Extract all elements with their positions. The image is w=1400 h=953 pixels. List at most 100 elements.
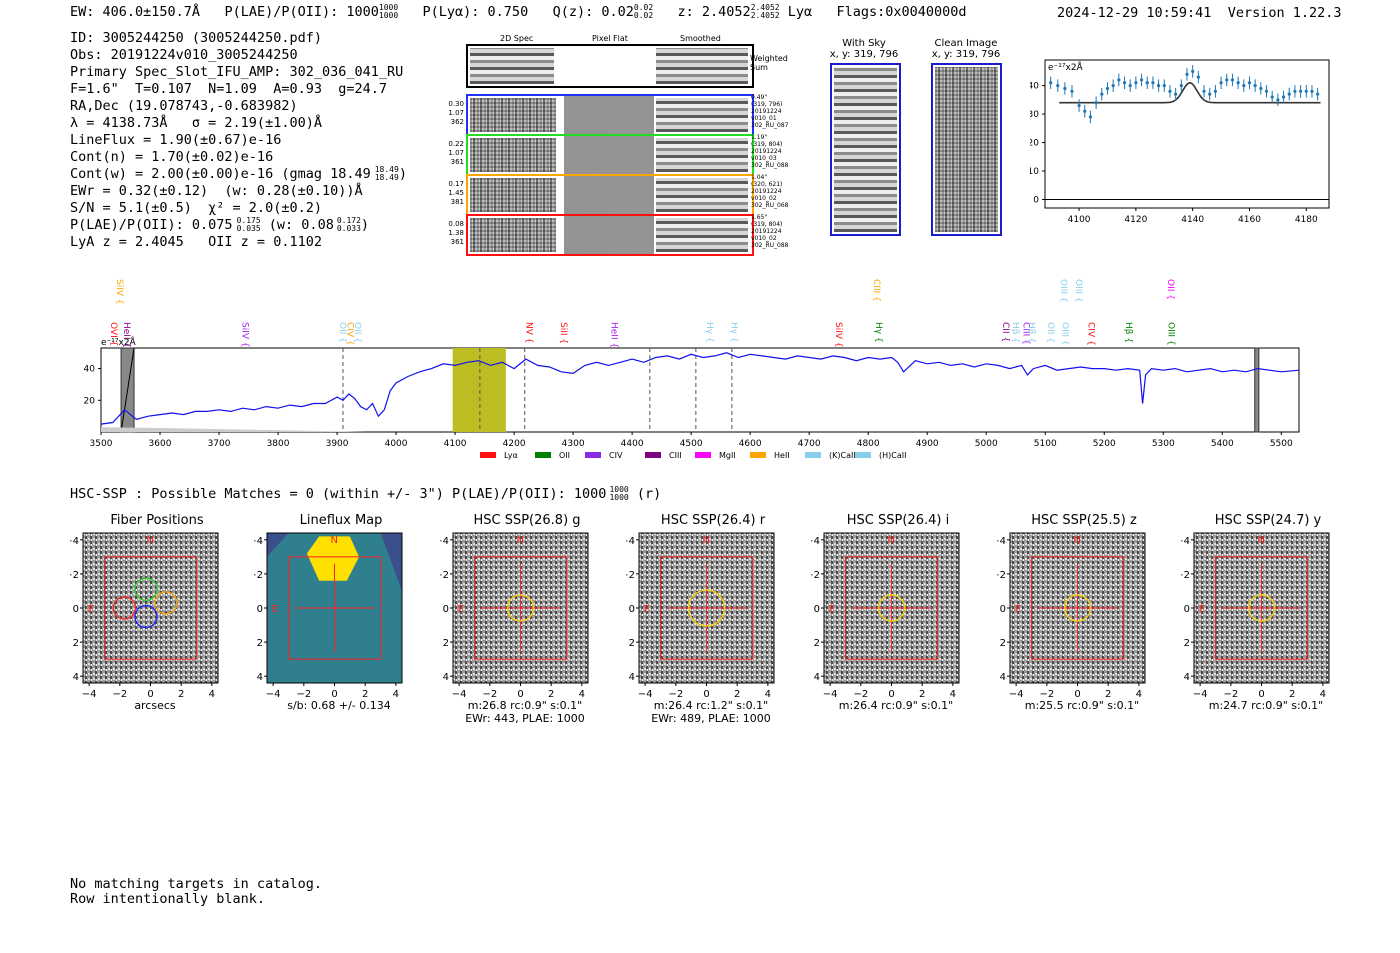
cutout-row-meta: 1.19" (319, 804) 20191224 v010_03 302_RU_088 — [751, 134, 796, 169]
spec-xtick-label: 5500 — [1270, 439, 1293, 449]
meta-value: 20191224 — [751, 148, 782, 155]
zoom-point — [1191, 69, 1195, 73]
cutout-row-stats: 0.22 1.07 361 — [444, 140, 464, 167]
cutout-row — [466, 134, 754, 176]
hsc-panel-caption: arcsecs — [134, 699, 176, 712]
zoom-point — [1117, 78, 1121, 82]
qz-lo: 0.02 — [633, 11, 654, 20]
north-label: N — [703, 535, 710, 546]
spec-xtick-label: 4800 — [857, 439, 880, 449]
legend-swatch — [585, 452, 601, 458]
hsc-panel: N E −4 −4 −2 −2 0 0 2 2 4 4 — [1181, 532, 1330, 700]
zoom-point — [1253, 84, 1257, 88]
line-label: SiIV { — [240, 322, 250, 348]
zoom-point — [1247, 81, 1252, 85]
hsc-xtick-label: 4 — [765, 689, 771, 700]
meta-value: (320, 621) — [751, 181, 783, 188]
info-obs: Obs: 20191224v010_3005244250 — [70, 47, 298, 63]
cutout-row — [466, 214, 754, 256]
zoom-units: e⁻¹⁷x2Å — [1048, 61, 1084, 73]
hsc-xtick-label: 0 — [888, 689, 894, 700]
hsc-panel: N E −4 −4 −2 −2 0 0 2 2 4 4 — [997, 532, 1146, 700]
hsc-ytick-label: −4 — [811, 536, 820, 547]
spec-xtick-label: 3700 — [208, 439, 231, 449]
hsc-xtick-label: 4 — [209, 689, 215, 700]
line-label: OIII { — [1073, 279, 1083, 303]
stat-value: 361 — [450, 158, 464, 166]
spec-xtick-label: 4400 — [621, 439, 644, 449]
zoom-point — [1063, 86, 1067, 91]
hsc-panel: N E −4 −4 −2 −2 0 0 2 2 4 4 — [811, 532, 960, 700]
line-label: OII { — [352, 322, 362, 343]
zoom-point — [1088, 115, 1093, 119]
gmag-hi: 18.49 — [374, 165, 399, 174]
hsc-ytick-label: 0 — [1184, 604, 1190, 615]
line-label: OIII { — [1058, 279, 1068, 303]
stat-value: 1.38 — [448, 229, 464, 237]
meta-value: 20191224 — [751, 228, 782, 235]
plae-lo: 1000 — [378, 11, 399, 20]
zoom-xtick-label: 4180 — [1295, 215, 1318, 225]
spec-xtick-label: 4200 — [503, 439, 526, 449]
hsc-xtick-label: 2 — [1105, 689, 1111, 700]
spec-ytick-label: 40 — [84, 365, 96, 375]
spec-xtick-label: 3600 — [149, 439, 172, 449]
hsc-panel-caption: m:26.4 rc:0.9" s:0.1" — [838, 699, 954, 712]
spectrum-gap-hatch — [120, 347, 135, 433]
hsc-ytick-label: −4 — [1181, 536, 1190, 547]
line-label: CIV { — [345, 322, 355, 346]
info-lineflux: LineFlux = 1.90(±0.67)e-16 — [70, 132, 282, 148]
hsc-xtick-label: −4 — [82, 689, 97, 700]
col-label-2dspec: 2D Spec — [500, 34, 534, 43]
east-label: E — [644, 604, 650, 615]
hsc-ytick-label: 2 — [814, 638, 820, 649]
zoom-point — [1264, 89, 1269, 93]
meta-value: 0.49" — [751, 94, 768, 101]
meta-value: (319, 804) — [751, 141, 783, 148]
zoom-point — [1151, 81, 1155, 85]
legend-label: MgII — [719, 451, 736, 460]
plae-sup-hi: 0.175 — [236, 216, 261, 225]
spec-xtick-label: 5100 — [1034, 439, 1057, 449]
info-plae: P(LAE)/P(OII): 0.075 0.175 0.035 (w: 0.08 0… — [70, 216, 370, 234]
spec-xtick-label: 3800 — [267, 439, 290, 449]
hsc-panels: Fiber Positions N E −4 −4 −2 −2 0 0 2 2 4 4 arcsecs Li… — [0, 510, 1400, 730]
zoom-point — [1077, 103, 1081, 108]
spectrum-frame — [100, 347, 1300, 433]
line-label: Hγ { — [728, 322, 738, 343]
spec-xtick-label: 4500 — [680, 439, 703, 449]
zoom-point — [1219, 81, 1223, 85]
aperture-circle — [877, 594, 906, 622]
stat-value: 362 — [450, 118, 464, 126]
ew-value: EW: 406.0±150.7Å — [70, 4, 201, 20]
hsc-hi: 1000 — [609, 485, 629, 494]
cutout-grid: 2D Spec Pixel Flat Smoothed Weighted Sum… — [440, 32, 790, 257]
legend-swatch — [480, 452, 496, 458]
zoom-point — [1157, 84, 1161, 88]
hsc-xtick-label: 4 — [1320, 689, 1326, 700]
east-label: E — [272, 604, 278, 615]
info-sn: S/N = 5.1(±0.5) χ² = 2.0(±0.2) — [70, 200, 322, 216]
cutout-row — [466, 174, 754, 216]
hsc-lo: 1000 — [609, 493, 629, 502]
cutout-row-meta: 1.65" (319, 804) 20191224 v010_02 302_RU_088 — [751, 214, 796, 249]
zoom-point — [1230, 78, 1235, 82]
spec-xtick-label: 4900 — [916, 439, 939, 449]
zoom-model-line — [1059, 81, 1321, 104]
hsc-ytick-label: 4 — [814, 672, 820, 683]
zoom-point — [1287, 92, 1291, 96]
hsc-ytick-label: −2 — [997, 570, 1006, 581]
meta-value: v010_02 — [751, 195, 777, 202]
legend-swatch — [805, 452, 821, 458]
hsc-title: HSC-SSP : Possible Matches = 0 (within +… — [70, 485, 662, 503]
meta-value: 1.04" — [751, 174, 768, 181]
zoom-point — [1185, 72, 1189, 76]
info-cont-n: Cont(n) = 1.70(±0.02)e-16 — [70, 149, 274, 165]
hsc-ytick-label: 0 — [257, 604, 263, 615]
clean-image — [931, 63, 1002, 236]
footer-line-1: No matching targets in catalog. — [70, 876, 322, 892]
hsc-panel-title: Lineflux Map — [299, 513, 383, 528]
hsc-panel-title: HSC SSP(24.7) y — [1214, 513, 1322, 528]
spectrum-line — [100, 352, 1300, 425]
z-value: z: 2.4052 — [677, 4, 751, 20]
